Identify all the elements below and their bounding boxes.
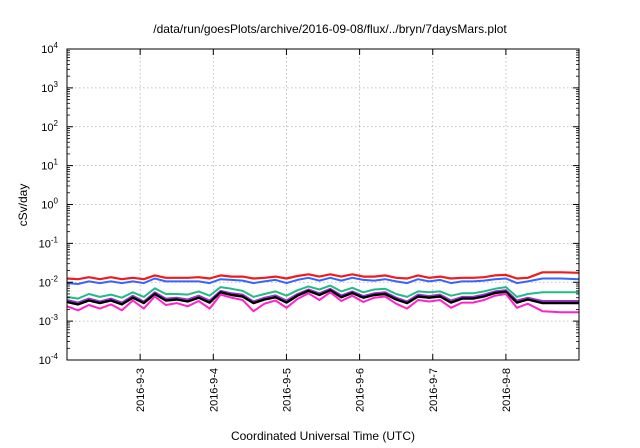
y-axis-label: cSv/day bbox=[16, 184, 30, 227]
y-tick-label: 102 bbox=[41, 119, 58, 134]
series-line-1 bbox=[66, 271, 580, 281]
x-tick-labels: 2016-9-3 2016-9-4 2016-9-5 2016-9-6 2016-9-7… bbox=[135, 368, 513, 412]
series-line-6 bbox=[66, 291, 580, 314]
y-tick-label: 10-4 bbox=[39, 352, 59, 367]
series-group bbox=[66, 271, 580, 314]
y-tick-label: 101 bbox=[41, 158, 58, 173]
y-tick-label: 10-1 bbox=[39, 235, 59, 250]
series-line-5 bbox=[66, 289, 580, 306]
x-axis-label: Coordinated Universal Time (UTC) bbox=[231, 429, 415, 443]
x-tick-label: 2016-9-3 bbox=[135, 368, 147, 412]
x-tick-label: 2016-9-8 bbox=[501, 368, 513, 412]
grid bbox=[67, 49, 579, 360]
series-line-4 bbox=[66, 287, 580, 304]
x-tick-label: 2016-9-6 bbox=[355, 368, 367, 412]
series-line-3 bbox=[66, 284, 580, 300]
series-line-2 bbox=[66, 276, 580, 285]
x-tick-label: 2016-9-5 bbox=[281, 368, 293, 412]
x-tick-label: 2016-9-4 bbox=[208, 368, 220, 412]
y-tick-label: 103 bbox=[41, 80, 58, 95]
y-tick-label: 10-3 bbox=[39, 313, 59, 328]
y-tick-label: 104 bbox=[41, 41, 58, 56]
y-tick-label: 10-2 bbox=[39, 274, 59, 289]
y-tick-labels: 10-4 10-3 10-2 10-1 100 101 102 103 104 bbox=[39, 41, 59, 367]
y-tick-label: 100 bbox=[41, 197, 58, 212]
chart-title: /data/run/goesPlots/archive/2016-09-08/f… bbox=[153, 22, 507, 36]
x-tick-label: 2016-9-7 bbox=[428, 368, 440, 412]
axis-ticks bbox=[67, 48, 579, 361]
